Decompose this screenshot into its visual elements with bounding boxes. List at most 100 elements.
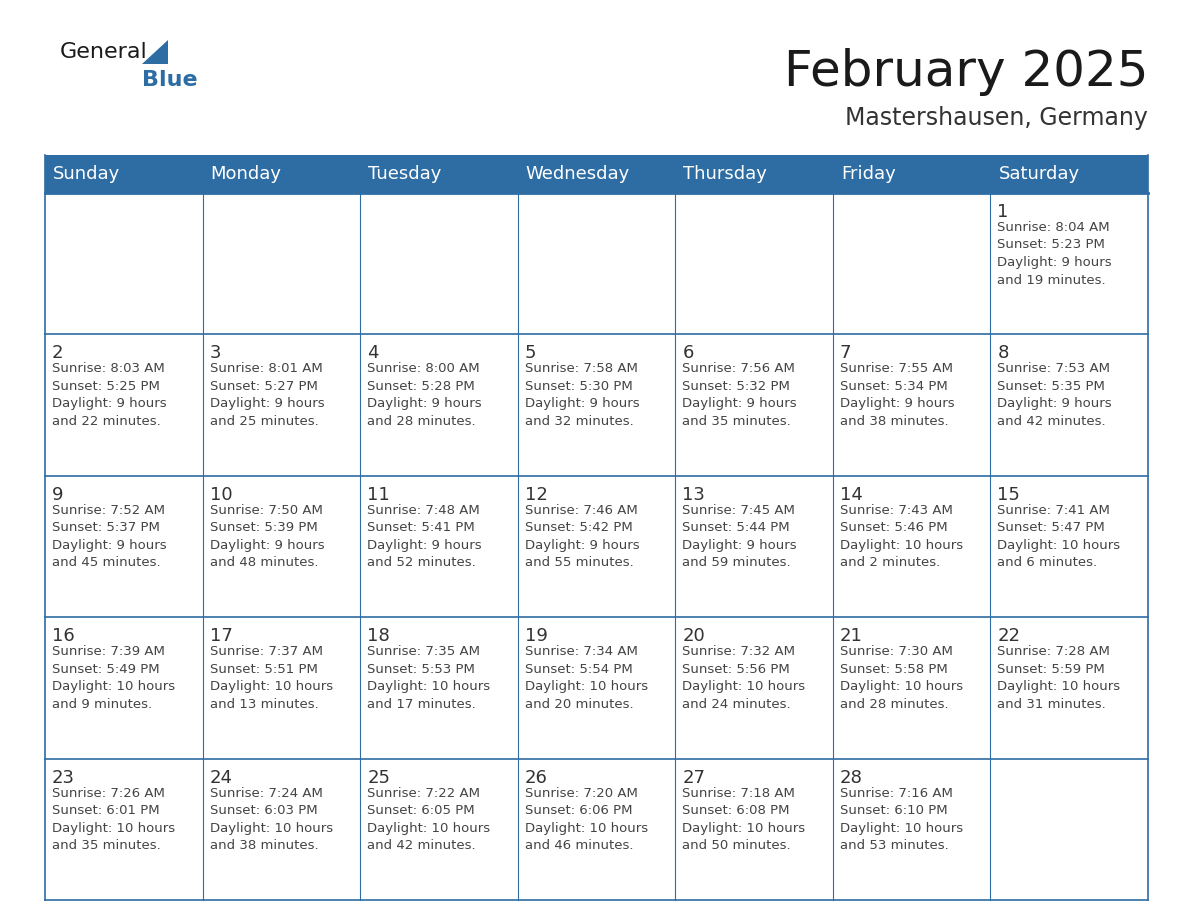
- Text: Blue: Blue: [143, 70, 197, 90]
- Text: Sunrise: 7:22 AM
Sunset: 6:05 PM
Daylight: 10 hours
and 42 minutes.: Sunrise: 7:22 AM Sunset: 6:05 PM Dayligh…: [367, 787, 491, 852]
- Bar: [991, 193, 1148, 334]
- Text: Mastershausen, Germany: Mastershausen, Germany: [845, 106, 1148, 130]
- Text: Sunrise: 7:46 AM
Sunset: 5:42 PM
Daylight: 9 hours
and 55 minutes.: Sunrise: 7:46 AM Sunset: 5:42 PM Dayligh…: [525, 504, 639, 569]
- Text: Sunrise: 7:55 AM
Sunset: 5:34 PM
Daylight: 9 hours
and 38 minutes.: Sunrise: 7:55 AM Sunset: 5:34 PM Dayligh…: [840, 363, 954, 428]
- Text: Thursday: Thursday: [683, 165, 767, 183]
- Text: 22: 22: [998, 627, 1020, 645]
- Text: February 2025: February 2025: [784, 48, 1148, 96]
- Text: 23: 23: [52, 768, 75, 787]
- Text: 25: 25: [367, 768, 390, 787]
- Bar: [991, 334, 1148, 476]
- Text: Wednesday: Wednesday: [526, 165, 630, 183]
- Text: Sunrise: 7:16 AM
Sunset: 6:10 PM
Daylight: 10 hours
and 53 minutes.: Sunrise: 7:16 AM Sunset: 6:10 PM Dayligh…: [840, 787, 963, 852]
- Text: Sunrise: 7:48 AM
Sunset: 5:41 PM
Daylight: 9 hours
and 52 minutes.: Sunrise: 7:48 AM Sunset: 5:41 PM Dayligh…: [367, 504, 482, 569]
- Bar: [833, 334, 991, 476]
- Text: Sunrise: 7:37 AM
Sunset: 5:51 PM
Daylight: 10 hours
and 13 minutes.: Sunrise: 7:37 AM Sunset: 5:51 PM Dayligh…: [209, 645, 333, 711]
- Bar: [45, 155, 203, 193]
- Bar: [203, 617, 360, 758]
- Bar: [991, 617, 1148, 758]
- Bar: [675, 617, 833, 758]
- Text: 7: 7: [840, 344, 852, 363]
- Bar: [991, 476, 1148, 617]
- Bar: [203, 476, 360, 617]
- Bar: [675, 155, 833, 193]
- Text: Sunrise: 7:18 AM
Sunset: 6:08 PM
Daylight: 10 hours
and 50 minutes.: Sunrise: 7:18 AM Sunset: 6:08 PM Dayligh…: [682, 787, 805, 852]
- Text: 5: 5: [525, 344, 536, 363]
- Bar: [360, 617, 518, 758]
- Text: Sunrise: 7:28 AM
Sunset: 5:59 PM
Daylight: 10 hours
and 31 minutes.: Sunrise: 7:28 AM Sunset: 5:59 PM Dayligh…: [998, 645, 1120, 711]
- Bar: [203, 334, 360, 476]
- Text: Sunrise: 7:39 AM
Sunset: 5:49 PM
Daylight: 10 hours
and 9 minutes.: Sunrise: 7:39 AM Sunset: 5:49 PM Dayligh…: [52, 645, 175, 711]
- Bar: [518, 155, 675, 193]
- Text: General: General: [61, 42, 147, 62]
- Bar: [675, 334, 833, 476]
- Text: 21: 21: [840, 627, 862, 645]
- Bar: [45, 476, 203, 617]
- Text: Sunrise: 7:58 AM
Sunset: 5:30 PM
Daylight: 9 hours
and 32 minutes.: Sunrise: 7:58 AM Sunset: 5:30 PM Dayligh…: [525, 363, 639, 428]
- Text: 15: 15: [998, 486, 1020, 504]
- Text: 4: 4: [367, 344, 379, 363]
- Text: Sunrise: 7:50 AM
Sunset: 5:39 PM
Daylight: 9 hours
and 48 minutes.: Sunrise: 7:50 AM Sunset: 5:39 PM Dayligh…: [209, 504, 324, 569]
- Text: 26: 26: [525, 768, 548, 787]
- Text: 12: 12: [525, 486, 548, 504]
- Text: 1: 1: [998, 203, 1009, 221]
- Bar: [45, 617, 203, 758]
- Text: Sunrise: 7:30 AM
Sunset: 5:58 PM
Daylight: 10 hours
and 28 minutes.: Sunrise: 7:30 AM Sunset: 5:58 PM Dayligh…: [840, 645, 963, 711]
- Text: Sunrise: 7:52 AM
Sunset: 5:37 PM
Daylight: 9 hours
and 45 minutes.: Sunrise: 7:52 AM Sunset: 5:37 PM Dayligh…: [52, 504, 166, 569]
- Text: 2: 2: [52, 344, 63, 363]
- Text: 28: 28: [840, 768, 862, 787]
- Text: 13: 13: [682, 486, 706, 504]
- Bar: [833, 476, 991, 617]
- Text: 9: 9: [52, 486, 63, 504]
- Text: 14: 14: [840, 486, 862, 504]
- Text: 3: 3: [209, 344, 221, 363]
- Bar: [518, 617, 675, 758]
- Bar: [518, 334, 675, 476]
- Text: Sunrise: 7:26 AM
Sunset: 6:01 PM
Daylight: 10 hours
and 35 minutes.: Sunrise: 7:26 AM Sunset: 6:01 PM Dayligh…: [52, 787, 175, 852]
- Bar: [518, 476, 675, 617]
- Bar: [45, 758, 203, 900]
- Bar: [203, 193, 360, 334]
- Bar: [675, 476, 833, 617]
- Text: Sunrise: 7:45 AM
Sunset: 5:44 PM
Daylight: 9 hours
and 59 minutes.: Sunrise: 7:45 AM Sunset: 5:44 PM Dayligh…: [682, 504, 797, 569]
- Text: 10: 10: [209, 486, 232, 504]
- Text: Friday: Friday: [841, 165, 896, 183]
- Bar: [203, 758, 360, 900]
- Text: Saturday: Saturday: [998, 165, 1080, 183]
- Text: Sunrise: 7:32 AM
Sunset: 5:56 PM
Daylight: 10 hours
and 24 minutes.: Sunrise: 7:32 AM Sunset: 5:56 PM Dayligh…: [682, 645, 805, 711]
- Bar: [360, 334, 518, 476]
- Bar: [203, 155, 360, 193]
- Bar: [991, 758, 1148, 900]
- Bar: [360, 155, 518, 193]
- Bar: [833, 193, 991, 334]
- Bar: [518, 758, 675, 900]
- Polygon shape: [143, 40, 168, 64]
- Text: Sunrise: 7:53 AM
Sunset: 5:35 PM
Daylight: 9 hours
and 42 minutes.: Sunrise: 7:53 AM Sunset: 5:35 PM Dayligh…: [998, 363, 1112, 428]
- Text: 20: 20: [682, 627, 704, 645]
- Text: Sunrise: 8:00 AM
Sunset: 5:28 PM
Daylight: 9 hours
and 28 minutes.: Sunrise: 8:00 AM Sunset: 5:28 PM Dayligh…: [367, 363, 482, 428]
- Text: 6: 6: [682, 344, 694, 363]
- Bar: [360, 476, 518, 617]
- Text: Sunrise: 7:43 AM
Sunset: 5:46 PM
Daylight: 10 hours
and 2 minutes.: Sunrise: 7:43 AM Sunset: 5:46 PM Dayligh…: [840, 504, 963, 569]
- Text: Sunrise: 7:24 AM
Sunset: 6:03 PM
Daylight: 10 hours
and 38 minutes.: Sunrise: 7:24 AM Sunset: 6:03 PM Dayligh…: [209, 787, 333, 852]
- Bar: [518, 193, 675, 334]
- Bar: [991, 155, 1148, 193]
- Bar: [45, 334, 203, 476]
- Text: Sunrise: 7:41 AM
Sunset: 5:47 PM
Daylight: 10 hours
and 6 minutes.: Sunrise: 7:41 AM Sunset: 5:47 PM Dayligh…: [998, 504, 1120, 569]
- Bar: [833, 155, 991, 193]
- Text: Sunrise: 7:34 AM
Sunset: 5:54 PM
Daylight: 10 hours
and 20 minutes.: Sunrise: 7:34 AM Sunset: 5:54 PM Dayligh…: [525, 645, 647, 711]
- Text: Monday: Monday: [210, 165, 282, 183]
- Text: 17: 17: [209, 627, 233, 645]
- Text: Sunrise: 7:20 AM
Sunset: 6:06 PM
Daylight: 10 hours
and 46 minutes.: Sunrise: 7:20 AM Sunset: 6:06 PM Dayligh…: [525, 787, 647, 852]
- Bar: [45, 193, 203, 334]
- Text: Sunrise: 8:04 AM
Sunset: 5:23 PM
Daylight: 9 hours
and 19 minutes.: Sunrise: 8:04 AM Sunset: 5:23 PM Dayligh…: [998, 221, 1112, 286]
- Bar: [675, 758, 833, 900]
- Text: 18: 18: [367, 627, 390, 645]
- Text: Sunrise: 8:03 AM
Sunset: 5:25 PM
Daylight: 9 hours
and 22 minutes.: Sunrise: 8:03 AM Sunset: 5:25 PM Dayligh…: [52, 363, 166, 428]
- Text: 16: 16: [52, 627, 75, 645]
- Text: Tuesday: Tuesday: [368, 165, 442, 183]
- Text: 11: 11: [367, 486, 390, 504]
- Text: Sunday: Sunday: [53, 165, 120, 183]
- Bar: [675, 193, 833, 334]
- Text: Sunrise: 7:35 AM
Sunset: 5:53 PM
Daylight: 10 hours
and 17 minutes.: Sunrise: 7:35 AM Sunset: 5:53 PM Dayligh…: [367, 645, 491, 711]
